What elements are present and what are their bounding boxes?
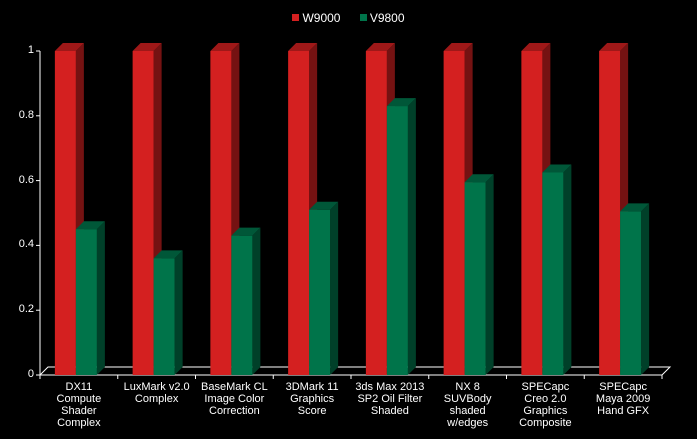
bar-side-v9800 — [563, 164, 572, 375]
bar-top-v9800 — [231, 227, 261, 236]
x-tick-label: BaseMark CL Image Color Correction — [201, 381, 268, 417]
bar-w9000 — [443, 51, 465, 375]
bar-side-v9800 — [252, 227, 261, 375]
bar-v9800 — [75, 229, 97, 375]
bar-top-v9800 — [75, 221, 105, 230]
y-tick-label: 0 — [27, 368, 34, 380]
bar-w9000 — [599, 51, 621, 375]
bar-top-w9000 — [365, 43, 395, 51]
legend-swatch-w9000 — [292, 14, 300, 21]
bar-w9000 — [521, 51, 543, 375]
legend-label-w9000: W9000 — [302, 10, 341, 25]
bar-top-v9800 — [620, 203, 650, 212]
bar-w9000 — [288, 51, 310, 375]
bar-top-v9800 — [386, 98, 416, 107]
bar-top-w9000 — [132, 43, 162, 51]
bar-v9800 — [464, 182, 486, 375]
x-tick-label: SPECapc Creo 2.0 Graphics Composite — [519, 381, 572, 429]
y-tick-label: 0.6 — [18, 173, 34, 186]
bar-top-v9800 — [309, 201, 339, 210]
y-tick-label: 0.4 — [18, 238, 34, 251]
x-tick-label: SPECapc Maya 2009 Hand GFX — [595, 381, 651, 417]
bar-v9800 — [153, 258, 175, 375]
y-tick-label: 0.8 — [18, 108, 34, 121]
bar-top-v9800 — [464, 174, 494, 183]
x-tick-label: 3ds Max 2013 SP2 Oil Filter Shaded — [355, 381, 425, 417]
bar-top-w9000 — [599, 43, 629, 51]
bar-v9800 — [620, 211, 642, 375]
bar-top-w9000 — [288, 43, 318, 51]
legend-swatch-v9800 — [359, 14, 367, 21]
y-tick-label: 0.2 — [18, 303, 34, 316]
bar-w9000 — [365, 51, 387, 375]
legend: W9000 V9800 — [0, 10, 697, 25]
bar-side-v9800 — [407, 98, 416, 375]
legend-item-w9000: W9000 — [292, 11, 340, 25]
bar-top-w9000 — [210, 43, 240, 51]
bar-top-v9800 — [153, 250, 183, 259]
bar-top-w9000 — [443, 43, 473, 51]
bar-top-w9000 — [54, 43, 84, 51]
x-tick-label: LuxMark v2.0 Complex — [123, 381, 190, 405]
bar-v9800 — [231, 235, 253, 375]
bar-w9000 — [132, 51, 154, 375]
bar-w9000 — [54, 51, 76, 375]
bar-side-v9800 — [96, 221, 105, 375]
bar-top-v9800 — [542, 164, 572, 173]
x-tick-label: DX11 Compute Shader Complex — [56, 381, 102, 429]
legend-item-v9800: V9800 — [359, 10, 405, 25]
x-tick-label: NX 8 SUVBody shaded w/edges — [443, 381, 492, 429]
bar-top-w9000 — [521, 43, 551, 51]
legend-label-v9800: V9800 — [369, 10, 405, 25]
bar-side-v9800 — [174, 250, 183, 375]
bar-side-v9800 — [485, 174, 494, 375]
y-tick-label: 1 — [27, 44, 34, 56]
bar-side-v9800 — [330, 201, 339, 375]
x-tick-label: 3DMark 11 Graphics Score — [285, 381, 339, 417]
bar-v9800 — [542, 172, 564, 375]
bar-v9800 — [386, 106, 408, 375]
bar-w9000 — [210, 51, 232, 375]
bar-side-v9800 — [641, 203, 650, 375]
bar-v9800 — [309, 209, 331, 375]
